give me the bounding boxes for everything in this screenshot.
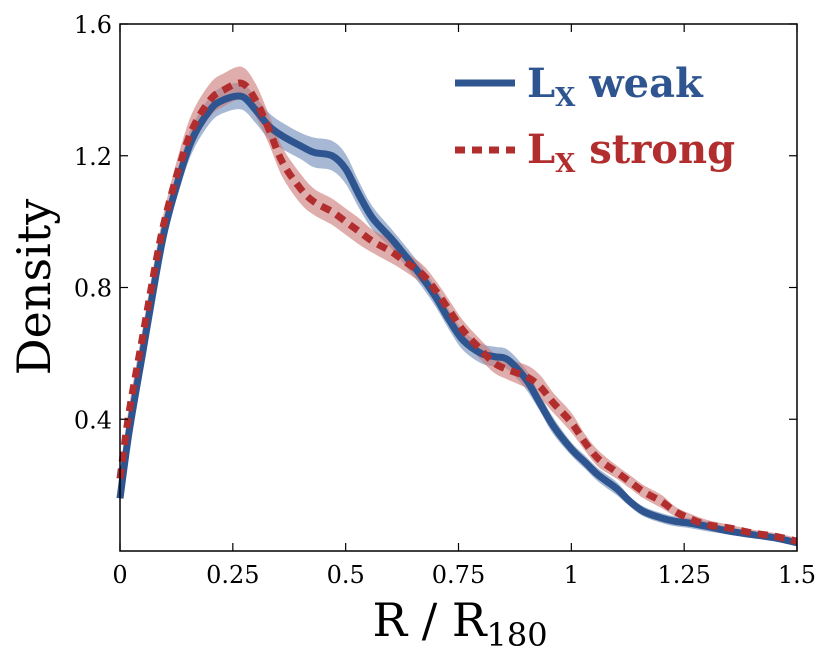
x-tick-label-0.25: 0.25	[206, 561, 259, 589]
legend-weak-sub: X	[555, 83, 576, 113]
series-line-strong	[116, 79, 798, 545]
series-line-weak	[116, 92, 798, 547]
legend-label-strong: LX strong	[527, 126, 735, 179]
legend-label-weak: LX weak	[527, 60, 704, 113]
y-tick-label-0.4: 0.4	[74, 406, 112, 434]
x-tick-label-0.5: 0.5	[327, 561, 365, 589]
legend-weak-main: L	[527, 60, 555, 107]
x-tick-label-1: 1	[564, 561, 579, 589]
legend: LX weak LX strong	[455, 60, 735, 179]
y-axis-title: Density	[7, 199, 61, 376]
x-axis-title-main: R / R	[372, 593, 487, 647]
legend-weak-suffix: weak	[575, 60, 704, 107]
confidence-band-strong	[120, 66, 797, 545]
legend-strong-suffix: strong	[575, 126, 735, 173]
legend-strong-sub: X	[555, 149, 576, 179]
axis-tick-labels: 0 0.25 0.5 0.75 1 1.25 1.5 0.4 0.8 1.2 1.6	[74, 11, 816, 589]
x-tick-label-1.25: 1.25	[657, 561, 710, 589]
x-tick-label-0: 0	[112, 561, 127, 589]
series-lines	[116, 79, 798, 547]
x-axis-title: R / R180	[372, 593, 547, 654]
confidence-bands	[120, 66, 797, 547]
x-tick-label-0.75: 0.75	[432, 561, 485, 589]
x-axis-title-subscript: 180	[486, 616, 547, 654]
axis-ticks	[119, 23, 798, 551]
y-tick-label-1.6: 1.6	[74, 11, 112, 39]
legend-strong-main: L	[527, 126, 555, 173]
y-tick-label-0.8: 0.8	[74, 275, 112, 303]
x-tick-label-1.5: 1.5	[778, 561, 816, 589]
y-tick-label-1.2: 1.2	[74, 143, 112, 171]
